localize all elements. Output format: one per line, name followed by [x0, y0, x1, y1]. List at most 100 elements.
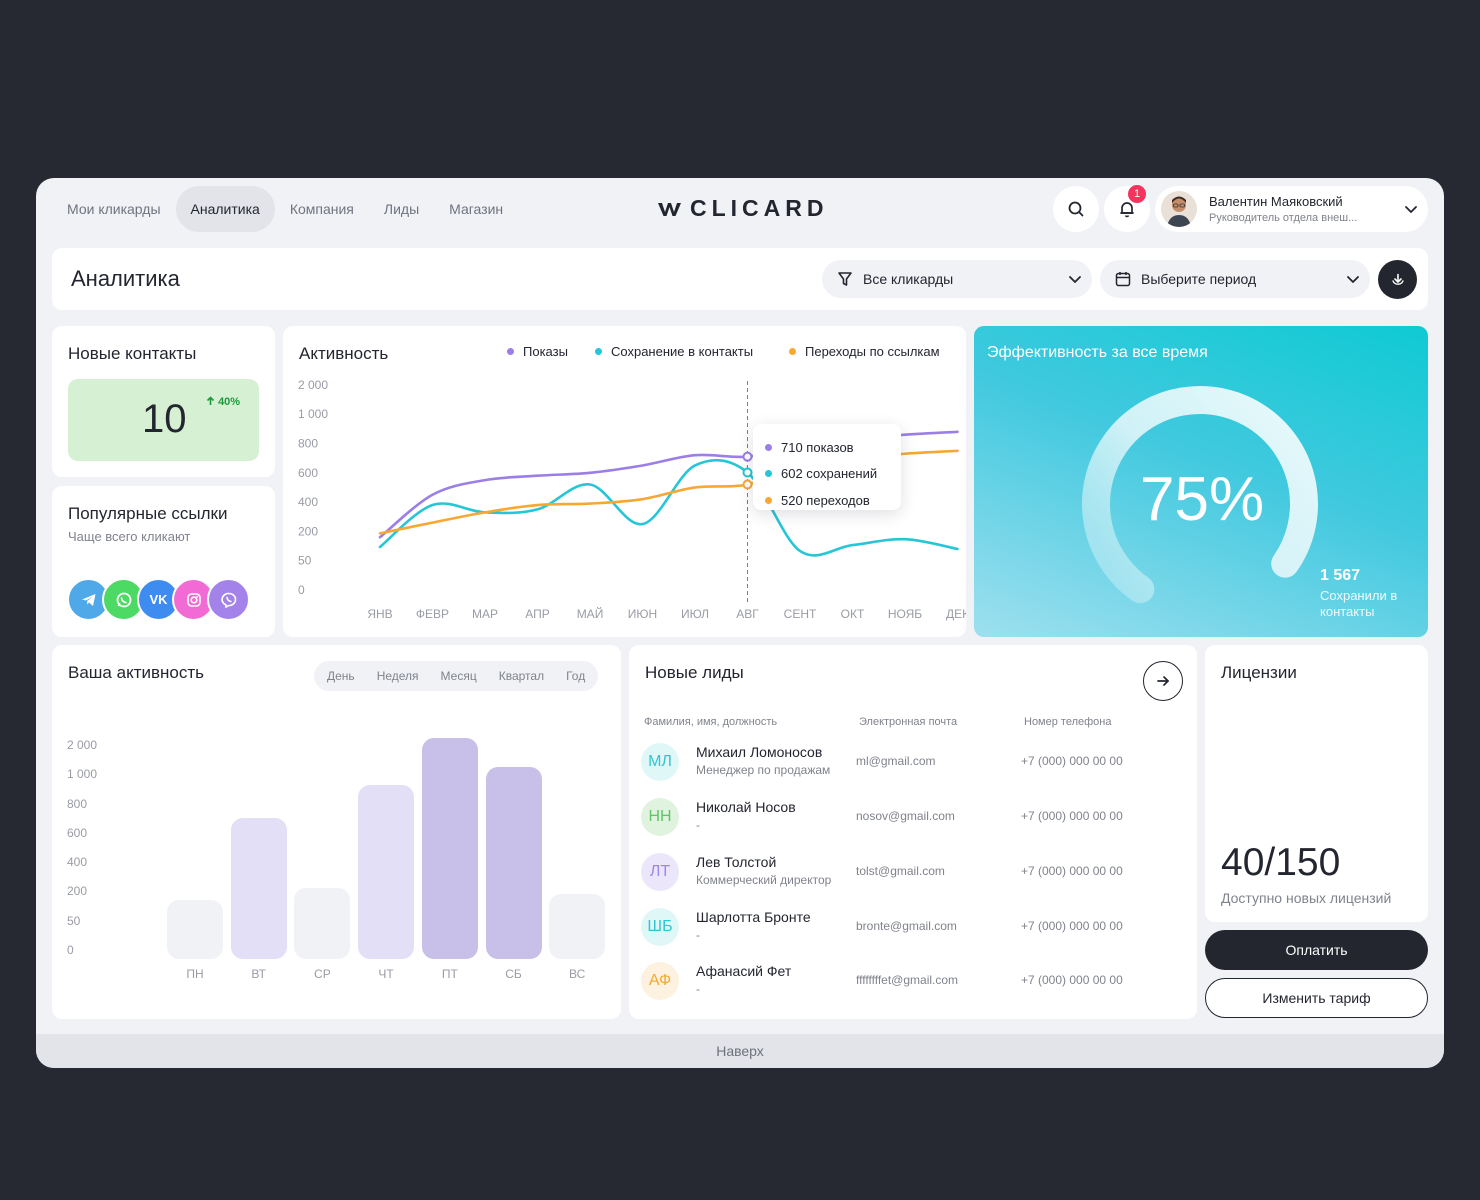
licenses-title: Лицензии	[1221, 663, 1297, 682]
tooltip-saves: 602 сохранений	[781, 466, 878, 482]
back-to-top-link[interactable]: Наверх	[36, 1034, 1444, 1068]
chart-tooltip: 710 показов 602 сохранений 520 переходов	[753, 424, 901, 510]
user-menu[interactable]: Валентин Маяковский Руководитель отдела …	[1155, 186, 1428, 232]
bar[interactable]	[549, 894, 606, 959]
tooltip-dot	[765, 496, 772, 504]
arrow-up-icon	[206, 396, 215, 405]
table-row[interactable]: ЛТ Лев Толстой Коммерческий директор tol…	[641, 847, 1191, 897]
nav-item-company[interactable]: Компания	[289, 201, 354, 217]
y-tick-label: 400	[298, 495, 318, 509]
bar[interactable]	[485, 767, 542, 959]
download-button[interactable]	[1378, 260, 1417, 299]
legend-label: Показы	[523, 344, 568, 359]
user-role: Руководитель отдела внеш...	[1209, 212, 1358, 224]
lead-avatar: НН	[641, 798, 679, 836]
user-name: Валентин Маяковский	[1209, 194, 1343, 209]
x-tick-label: ЯНВ	[367, 607, 392, 621]
lead-name: Лев Толстой	[696, 854, 777, 870]
legend-label: Переходы по ссылкам	[805, 344, 940, 359]
y-tick-label: 50	[298, 554, 312, 568]
viber-icon[interactable]	[207, 578, 250, 621]
notification-badge: 1	[1128, 185, 1146, 203]
activity-card: Активность Показы Сохранение в контакты …	[283, 326, 966, 637]
period-quarter[interactable]: Квартал	[498, 669, 545, 683]
telegram-icon[interactable]	[67, 578, 110, 621]
licenses-card: Лицензии 40/150 Доступно новых лицензий	[1205, 645, 1428, 922]
weekly-bar-chart: 2 000 1 000 800 600 400 200 50 0 ПН ВТ СР ЧТ ПТ СБ ВС	[52, 645, 621, 1019]
open-leads-button[interactable]	[1143, 661, 1183, 701]
chevron-down-icon	[1347, 276, 1359, 283]
nav-item-analytics[interactable]: Аналитика	[175, 186, 275, 232]
period-filter-label: Выберите период	[1141, 271, 1257, 287]
trend-badge: 40%	[206, 396, 240, 408]
tooltip-dot	[765, 470, 772, 478]
legend-label: Сохранение в контакты	[611, 344, 754, 359]
new-contacts-card: Новые контакты 10 40%	[52, 326, 275, 477]
new-contacts-title: Новые контакты	[68, 344, 197, 363]
calendar-icon	[1115, 272, 1131, 287]
logo-mark-icon	[658, 202, 681, 216]
change-plan-button[interactable]: Изменить тариф	[1205, 978, 1428, 1018]
lead-position: Коммерческий директор	[696, 873, 832, 887]
logo[interactable]: CLICARD	[658, 195, 829, 222]
period-filter-select[interactable]: Выберите период	[1100, 260, 1370, 298]
nav-item-leads[interactable]: Лиды	[383, 201, 420, 217]
bar[interactable]	[294, 888, 351, 959]
series-point-highlight[interactable]	[742, 467, 753, 478]
lead-email: nosov@gmail.com	[856, 809, 955, 823]
y-tick-label: 0	[67, 943, 74, 957]
new-leads-card: Новые лиды Фамилия, имя, должность Элект…	[629, 645, 1197, 1019]
period-day[interactable]: День	[327, 669, 355, 683]
avatar	[1161, 191, 1197, 227]
lead-name: Михаил Ломоносов	[696, 744, 823, 760]
bar[interactable]	[421, 737, 478, 959]
nav-item-my-cards[interactable]: Мои кликарды	[67, 201, 161, 217]
lead-name: Николай Носов	[696, 799, 796, 815]
x-tick-label: СР	[314, 967, 331, 981]
table-row[interactable]: ШБ Шарлотта Бронте - bronte@gmail.com +7…	[641, 902, 1191, 952]
x-tick-label: ИЮН	[628, 607, 657, 621]
social-links: VK	[67, 578, 267, 621]
series-point-highlight[interactable]	[742, 479, 753, 490]
lead-email: bronte@gmail.com	[856, 919, 957, 933]
tooltip-impressions: 710 показов	[781, 439, 854, 455]
lead-phone: +7 (000) 000 00 00	[1021, 973, 1123, 987]
search-button[interactable]	[1053, 186, 1099, 232]
page-title: Аналитика	[71, 266, 180, 291]
pay-button[interactable]: Оплатить	[1205, 930, 1428, 970]
tooltip-dot	[765, 443, 772, 451]
dashboard-window: Мои кликарды Аналитика Компания Лиды Маг…	[36, 178, 1444, 1068]
y-tick-label: 800	[298, 437, 318, 451]
effectiveness-gauge	[1082, 386, 1318, 604]
period-month[interactable]: Месяц	[440, 669, 477, 683]
lead-position: -	[696, 928, 700, 942]
bar[interactable]	[358, 784, 415, 959]
lead-phone: +7 (000) 000 00 00	[1021, 809, 1123, 823]
chevron-down-icon	[1069, 276, 1081, 283]
legend-dot	[507, 348, 514, 355]
notifications-button[interactable]: 1	[1104, 185, 1150, 232]
x-tick-label: ФЕВР	[416, 607, 449, 621]
period-week[interactable]: Неделя	[376, 669, 419, 683]
licenses-value: 40/150	[1221, 841, 1341, 884]
effectiveness-card: Эффективность за все время 75% 1 567 Сох…	[974, 326, 1428, 637]
bar[interactable]	[167, 900, 223, 959]
period-year[interactable]: Год	[566, 669, 586, 683]
main-nav: Мои кликарды Аналитика Компания Лиды Маг…	[52, 186, 518, 232]
x-tick-label: МАР	[472, 607, 498, 621]
legend-item-impressions: Показы	[507, 344, 568, 359]
x-tick-label: ПН	[186, 967, 204, 981]
y-tick-label: 600	[298, 466, 318, 480]
logo-text: CLICARD	[690, 195, 829, 221]
nav-item-shop[interactable]: Магазин	[449, 201, 504, 217]
table-row[interactable]: АФ Афанасий Фет - ffffffffet@gmail.com +…	[641, 956, 1191, 1006]
lead-email: tolst@gmail.com	[856, 864, 945, 878]
bar[interactable]	[230, 818, 287, 959]
lead-avatar: ШБ	[641, 908, 679, 946]
cards-filter-select[interactable]: Все кликарды	[822, 260, 1092, 298]
table-row[interactable]: НН Николай Носов - nosov@gmail.com +7 (0…	[641, 792, 1191, 842]
x-tick-label: СБ	[505, 967, 522, 981]
series-point-highlight[interactable]	[742, 451, 753, 462]
x-tick-label: ВС	[569, 967, 586, 981]
table-row[interactable]: МЛ Михаил Ломоносов Менеджер по продажам…	[641, 737, 1191, 787]
